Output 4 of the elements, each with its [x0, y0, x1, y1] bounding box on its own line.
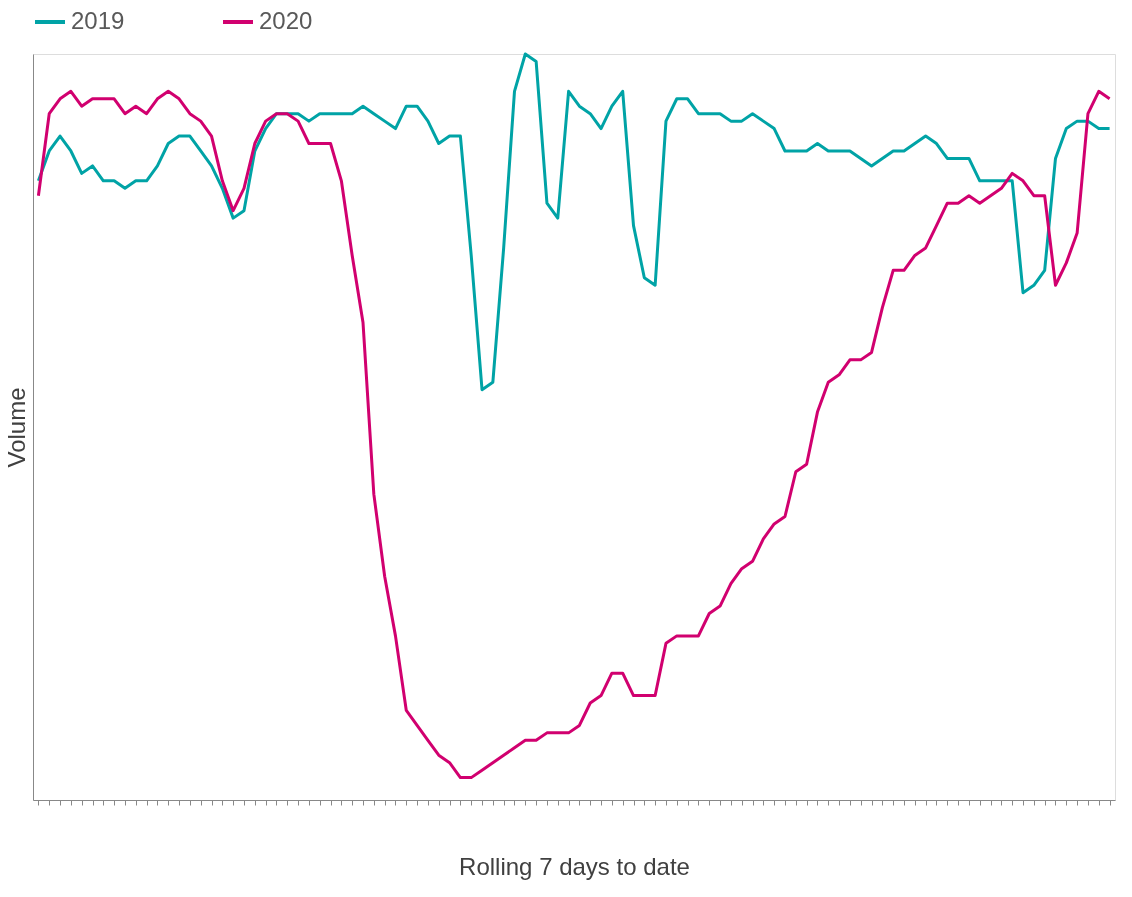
legend-label: 2019 [71, 7, 125, 34]
x-axis-title: Rolling 7 days to date [459, 853, 690, 880]
y-axis-title: Volume [2, 387, 30, 468]
legend-label: 2020 [259, 7, 313, 34]
